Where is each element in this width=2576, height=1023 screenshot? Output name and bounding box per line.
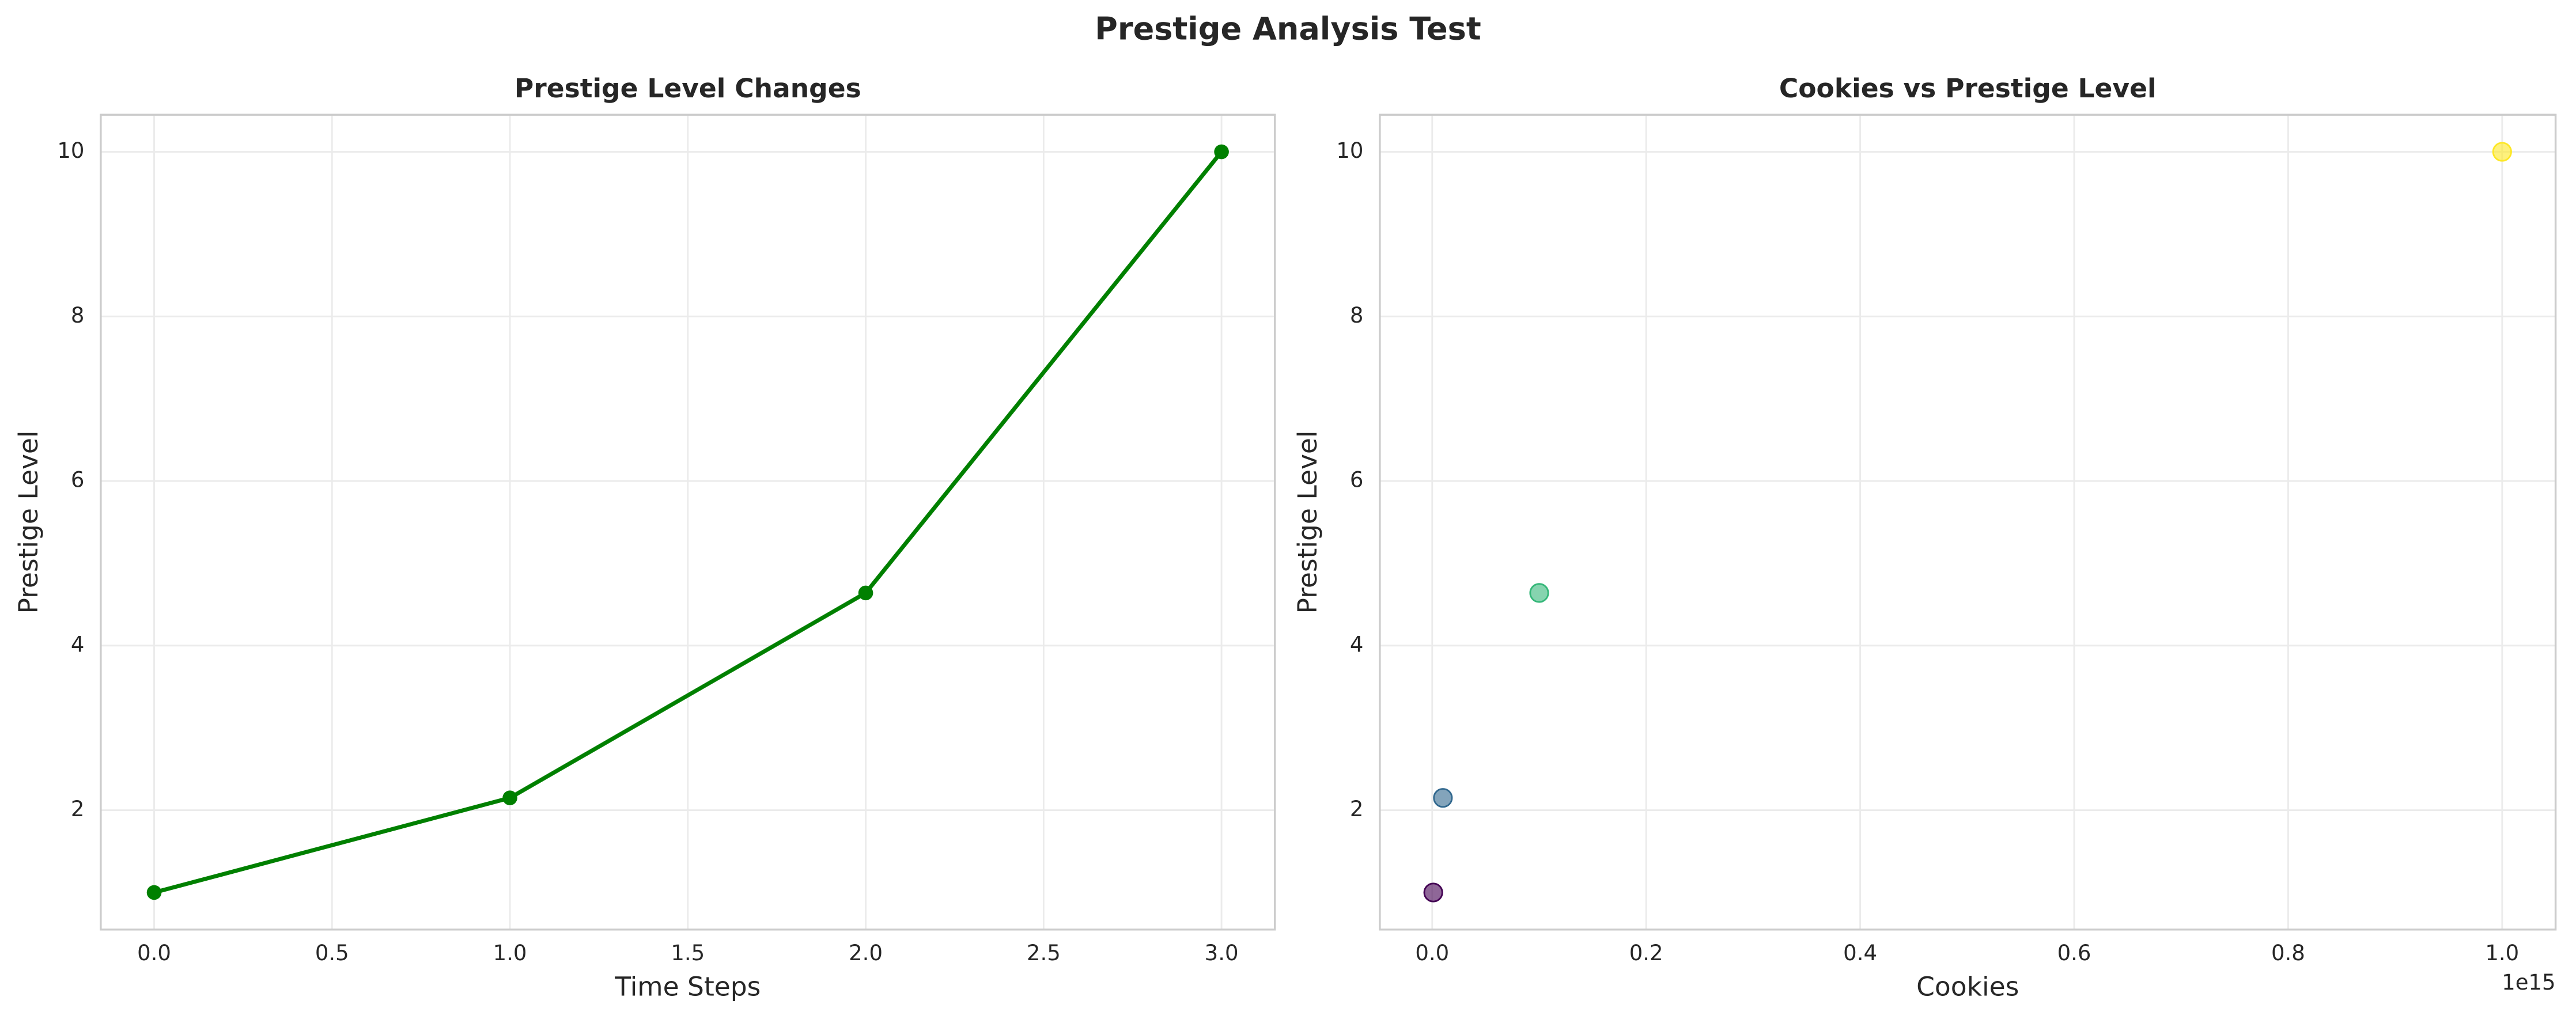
- x-tick-label: 0.8: [2271, 941, 2305, 965]
- x-tick-label: 0.6: [2057, 941, 2091, 965]
- x-tick-label: 0.2: [1629, 941, 1663, 965]
- y-tick-label: 4: [1350, 632, 1364, 657]
- data-line: [153, 150, 1223, 895]
- x-tick-label: 3.0: [1205, 941, 1239, 965]
- y-tick-label: 8: [1350, 303, 1364, 328]
- x-tick-label: 1.5: [671, 941, 705, 965]
- data-point: [1214, 144, 1229, 160]
- y-tick-label: 4: [71, 632, 85, 657]
- plot-frame: [100, 113, 1276, 931]
- chart-title: Cookies vs Prestige Level: [1779, 73, 2157, 104]
- scatter-point: [2492, 142, 2512, 162]
- chart-title: Prestige Level Changes: [515, 73, 861, 104]
- figure-title: Prestige Analysis Test: [1095, 11, 1481, 47]
- x-axis-label: Cookies: [1916, 972, 2019, 1002]
- y-tick-label: 10: [1336, 138, 1363, 163]
- scatter-point: [1433, 788, 1453, 808]
- y-tick-label: 10: [57, 138, 84, 163]
- data-point: [146, 885, 162, 900]
- scatter-point: [1529, 583, 1549, 603]
- x-tick-label: 1.0: [493, 941, 527, 965]
- y-axis-label: Prestige Level: [1292, 430, 1323, 613]
- x-tick-label: 2.5: [1027, 941, 1061, 965]
- x-tick-label: 1.0: [2485, 941, 2519, 965]
- y-tick-label: 6: [1350, 468, 1364, 492]
- y-tick-label: 6: [71, 468, 85, 492]
- plot-frame: [1379, 113, 2557, 931]
- scatter-point: [1423, 882, 1443, 903]
- y-axis-label: Prestige Level: [13, 430, 44, 613]
- y-tick-label: 8: [71, 303, 85, 328]
- y-tick-label: 2: [1350, 797, 1364, 821]
- x-tick-label: 0.0: [1415, 941, 1449, 965]
- x-tick-label: 0.0: [137, 941, 171, 965]
- x-axis-label: Time Steps: [614, 972, 761, 1002]
- x-offset-label: 1e15: [2502, 970, 2555, 995]
- data-point: [858, 585, 873, 601]
- data-point: [502, 790, 517, 805]
- x-tick-label: 0.4: [1843, 941, 1877, 965]
- x-tick-label: 2.0: [849, 941, 883, 965]
- x-tick-label: 0.5: [315, 941, 349, 965]
- y-tick-label: 2: [71, 797, 85, 821]
